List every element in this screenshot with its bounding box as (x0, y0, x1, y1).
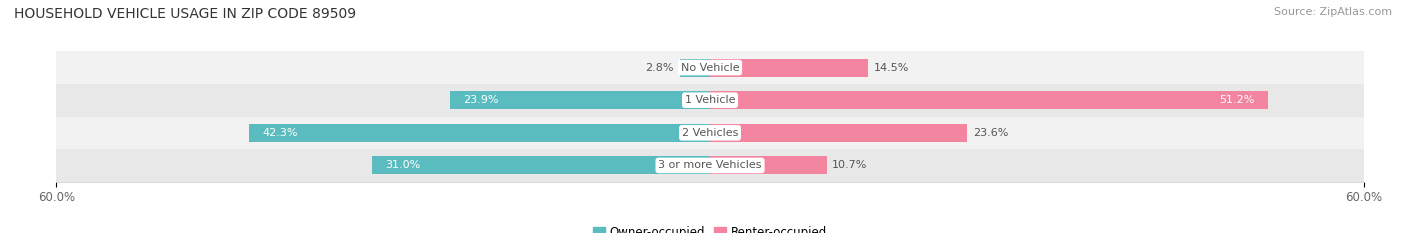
Bar (679, 58, 710, 76)
Text: 42.3%: 42.3% (262, 128, 298, 138)
Text: 2.8%: 2.8% (645, 63, 673, 72)
Bar (56, 84, 1364, 116)
Bar (710, 91, 1268, 109)
Bar (710, 157, 827, 174)
Text: HOUSEHOLD VEHICLE USAGE IN ZIP CODE 89509: HOUSEHOLD VEHICLE USAGE IN ZIP CODE 8950… (14, 7, 356, 21)
Text: 3 or more Vehicles: 3 or more Vehicles (658, 161, 762, 170)
Bar (710, 58, 868, 76)
Bar (56, 116, 1364, 149)
Bar (56, 51, 1364, 84)
Bar (56, 149, 1364, 182)
Text: 51.2%: 51.2% (1219, 95, 1256, 105)
Text: 23.6%: 23.6% (973, 128, 1008, 138)
Text: 10.7%: 10.7% (832, 161, 868, 170)
Text: 2 Vehicles: 2 Vehicles (682, 128, 738, 138)
Bar (710, 124, 967, 142)
Legend: Owner-occupied, Renter-occupied: Owner-occupied, Renter-occupied (588, 221, 832, 233)
Text: 23.9%: 23.9% (463, 95, 498, 105)
Bar (450, 91, 710, 109)
Text: Source: ZipAtlas.com: Source: ZipAtlas.com (1274, 7, 1392, 17)
Text: 14.5%: 14.5% (873, 63, 908, 72)
Text: 1 Vehicle: 1 Vehicle (685, 95, 735, 105)
Text: 31.0%: 31.0% (385, 161, 420, 170)
Bar (373, 157, 710, 174)
Text: No Vehicle: No Vehicle (681, 63, 740, 72)
Bar (249, 124, 710, 142)
